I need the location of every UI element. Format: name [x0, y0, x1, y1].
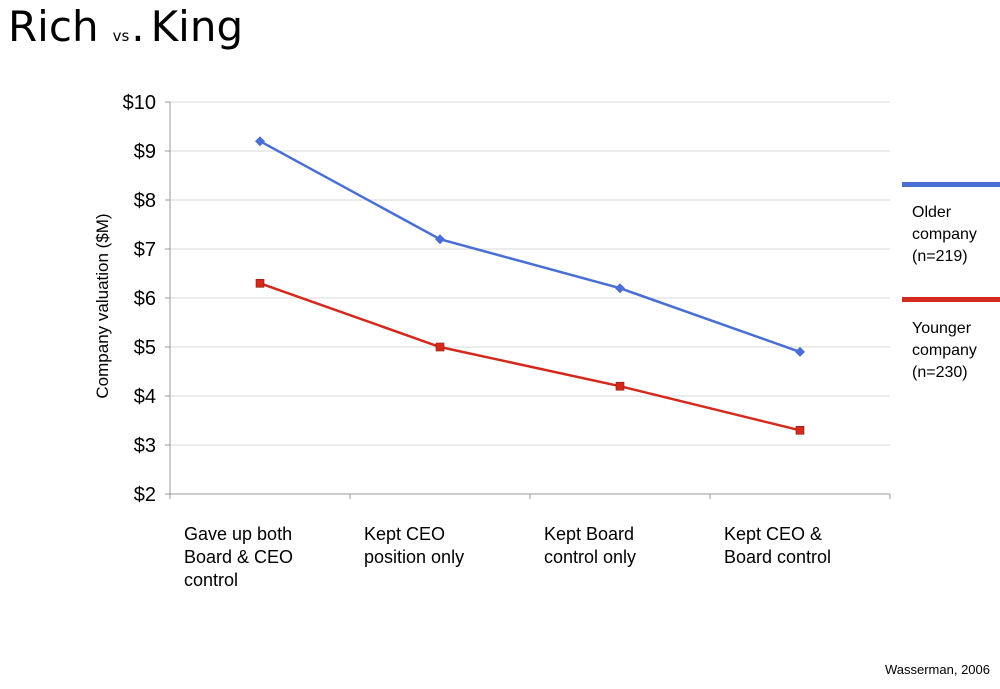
- title-king: King: [150, 2, 244, 51]
- y-tick-label: $8: [134, 190, 156, 212]
- data-point-older: [615, 283, 625, 294]
- title-dot: .: [131, 2, 145, 51]
- data-point-older: [255, 136, 265, 147]
- y-tick-label: $6: [134, 288, 156, 310]
- y-tick-label: $9: [134, 141, 156, 163]
- y-tick-label: $2: [134, 484, 156, 506]
- y-axis-title: Company valuation ($M): [93, 213, 112, 398]
- x-tick-label: Kept CEO & Board control: [724, 524, 831, 567]
- y-tick-label: $5: [134, 337, 156, 359]
- data-point-older: [795, 346, 805, 357]
- series-line-older: [259, 140, 801, 354]
- legend-swatch-older: [902, 182, 1000, 187]
- y-tick-label: $3: [134, 435, 156, 457]
- data-point-younger: [255, 278, 265, 288]
- data-point-younger: [795, 425, 805, 435]
- source-citation: Wasserman, 2006: [884, 662, 990, 677]
- x-tick-label: Kept Board control only: [544, 524, 636, 567]
- title-rich: Rich: [8, 2, 99, 51]
- x-tick-label: Kept CEO position only: [364, 524, 464, 567]
- data-point-older: [435, 234, 445, 245]
- y-tick-label: $10: [123, 92, 156, 114]
- legend-swatch-younger: [902, 297, 1000, 302]
- legend-label-older: Older company (n=219): [912, 204, 977, 265]
- y-tick-label: $4: [134, 386, 156, 408]
- title-vs: vs: [112, 27, 130, 45]
- y-tick-label: $7: [134, 239, 156, 261]
- series-line-younger: [259, 282, 801, 432]
- data-point-younger: [615, 381, 625, 391]
- x-tick-label: Gave up both Board & CEO control: [184, 524, 293, 590]
- page-title: Rich vs. King: [8, 2, 243, 51]
- data-point-younger: [435, 342, 445, 352]
- legend-label-younger: Younger company (n=230): [912, 320, 977, 381]
